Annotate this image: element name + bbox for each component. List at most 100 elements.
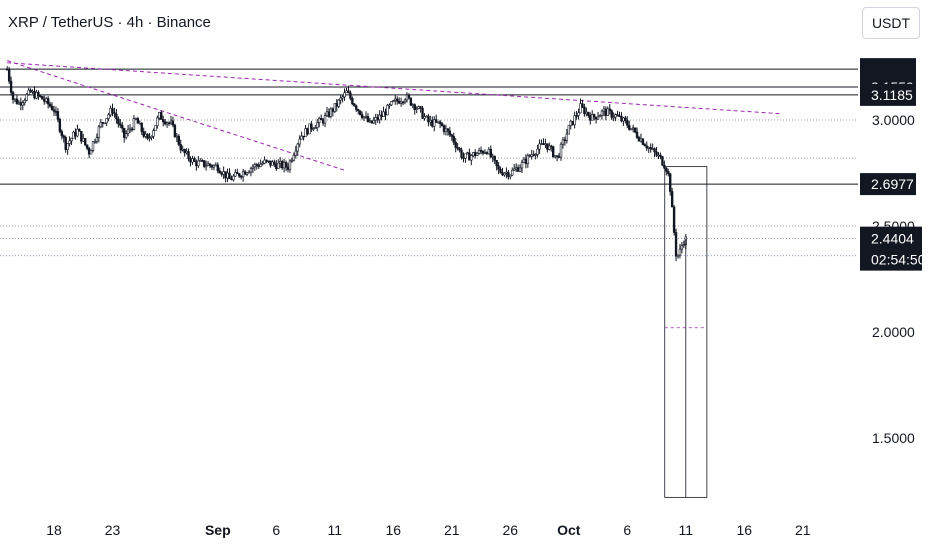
candle-body	[446, 128, 450, 132]
candle-body	[651, 148, 654, 150]
candle-body	[62, 135, 65, 138]
currency-button[interactable]: USDT	[862, 7, 920, 39]
candle-body	[501, 172, 504, 176]
candle-body	[364, 116, 368, 118]
candle-body	[78, 128, 81, 132]
candle-body	[462, 157, 465, 159]
candle-body	[511, 169, 514, 176]
candle-body	[563, 139, 567, 142]
candle-body	[66, 143, 69, 150]
candle-body	[126, 128, 130, 134]
candle-body	[464, 153, 467, 159]
candle-body	[156, 117, 159, 126]
candle-body	[659, 154, 662, 157]
candle-body	[370, 120, 374, 124]
candle-body	[667, 171, 670, 175]
candle-body	[236, 172, 239, 174]
candle-body	[282, 162, 286, 169]
candle-body	[173, 124, 177, 138]
x-tick-label: Oct	[557, 522, 581, 538]
x-tick-label: 6	[272, 522, 280, 538]
candle-body	[581, 103, 584, 108]
candle-body	[150, 135, 153, 138]
candle-body	[89, 149, 93, 155]
candle-body	[160, 112, 163, 120]
y-tick-label: 3.0000	[872, 112, 915, 128]
candle-body	[44, 98, 48, 102]
candle-body	[280, 160, 284, 169]
candle-body	[626, 120, 629, 126]
candle-body	[261, 162, 264, 165]
candle-body	[210, 165, 214, 168]
candle-body	[288, 160, 292, 170]
candle-body	[509, 174, 512, 178]
candle-body	[622, 117, 625, 122]
candle-body	[682, 244, 686, 247]
candle-body	[559, 143, 563, 158]
candle-body	[17, 102, 21, 105]
candle-body	[345, 90, 348, 94]
candle-body	[571, 120, 574, 126]
candle-body	[343, 92, 346, 98]
candle-body	[536, 148, 539, 155]
candle-body	[216, 164, 219, 172]
candle-body	[456, 147, 459, 149]
candle-body	[232, 175, 235, 181]
candle-body	[444, 128, 448, 132]
candle-body	[561, 139, 565, 145]
candle-body	[555, 155, 559, 157]
candle-body	[672, 206, 676, 233]
candle-body	[641, 138, 645, 145]
candle-body	[202, 160, 206, 167]
candle-body	[596, 116, 600, 120]
countdown-tag: 02:54:50	[871, 252, 926, 268]
candle-body	[472, 152, 475, 156]
candle-body	[113, 112, 116, 115]
candle-body	[300, 135, 303, 140]
candle-body	[678, 248, 682, 256]
candle-body	[647, 147, 650, 149]
candle-body	[304, 128, 307, 137]
candle-body	[557, 156, 561, 158]
candle-body	[587, 111, 590, 116]
candle-body	[429, 119, 432, 123]
candle-body	[378, 114, 381, 121]
candle-body	[655, 151, 658, 156]
candle-body	[317, 118, 321, 123]
candle-body	[25, 94, 28, 101]
candle-body	[195, 161, 198, 167]
candle-body	[629, 128, 633, 130]
candle-body	[631, 127, 635, 130]
candle-body	[645, 145, 649, 149]
candle-body	[620, 115, 623, 122]
candle-body	[335, 103, 338, 107]
candle-body	[290, 159, 294, 162]
candle-body	[327, 111, 331, 117]
candle-body	[11, 92, 15, 100]
candle-body	[319, 118, 323, 120]
candle-body	[226, 172, 229, 179]
current-price-tag-bg	[860, 226, 922, 271]
candle-body	[436, 121, 440, 124]
candle-body	[485, 152, 489, 154]
candle-body	[524, 158, 528, 164]
candle-body	[19, 102, 23, 106]
candle-body	[15, 98, 19, 105]
candle-body	[376, 117, 379, 121]
candle-body	[54, 111, 58, 113]
candle-body	[142, 131, 145, 137]
candle-body	[243, 171, 247, 175]
candle-body	[374, 117, 377, 121]
x-tick-label: 6	[623, 522, 631, 538]
candle-body	[585, 111, 588, 115]
candle-body	[637, 137, 641, 142]
candle-body	[341, 96, 344, 99]
candle-body	[310, 123, 313, 129]
candle-body	[450, 134, 453, 137]
candle-body	[483, 152, 487, 154]
candle-body	[296, 143, 299, 152]
candle-body	[9, 80, 13, 93]
candle-body	[169, 120, 173, 124]
candle-body	[643, 144, 647, 147]
